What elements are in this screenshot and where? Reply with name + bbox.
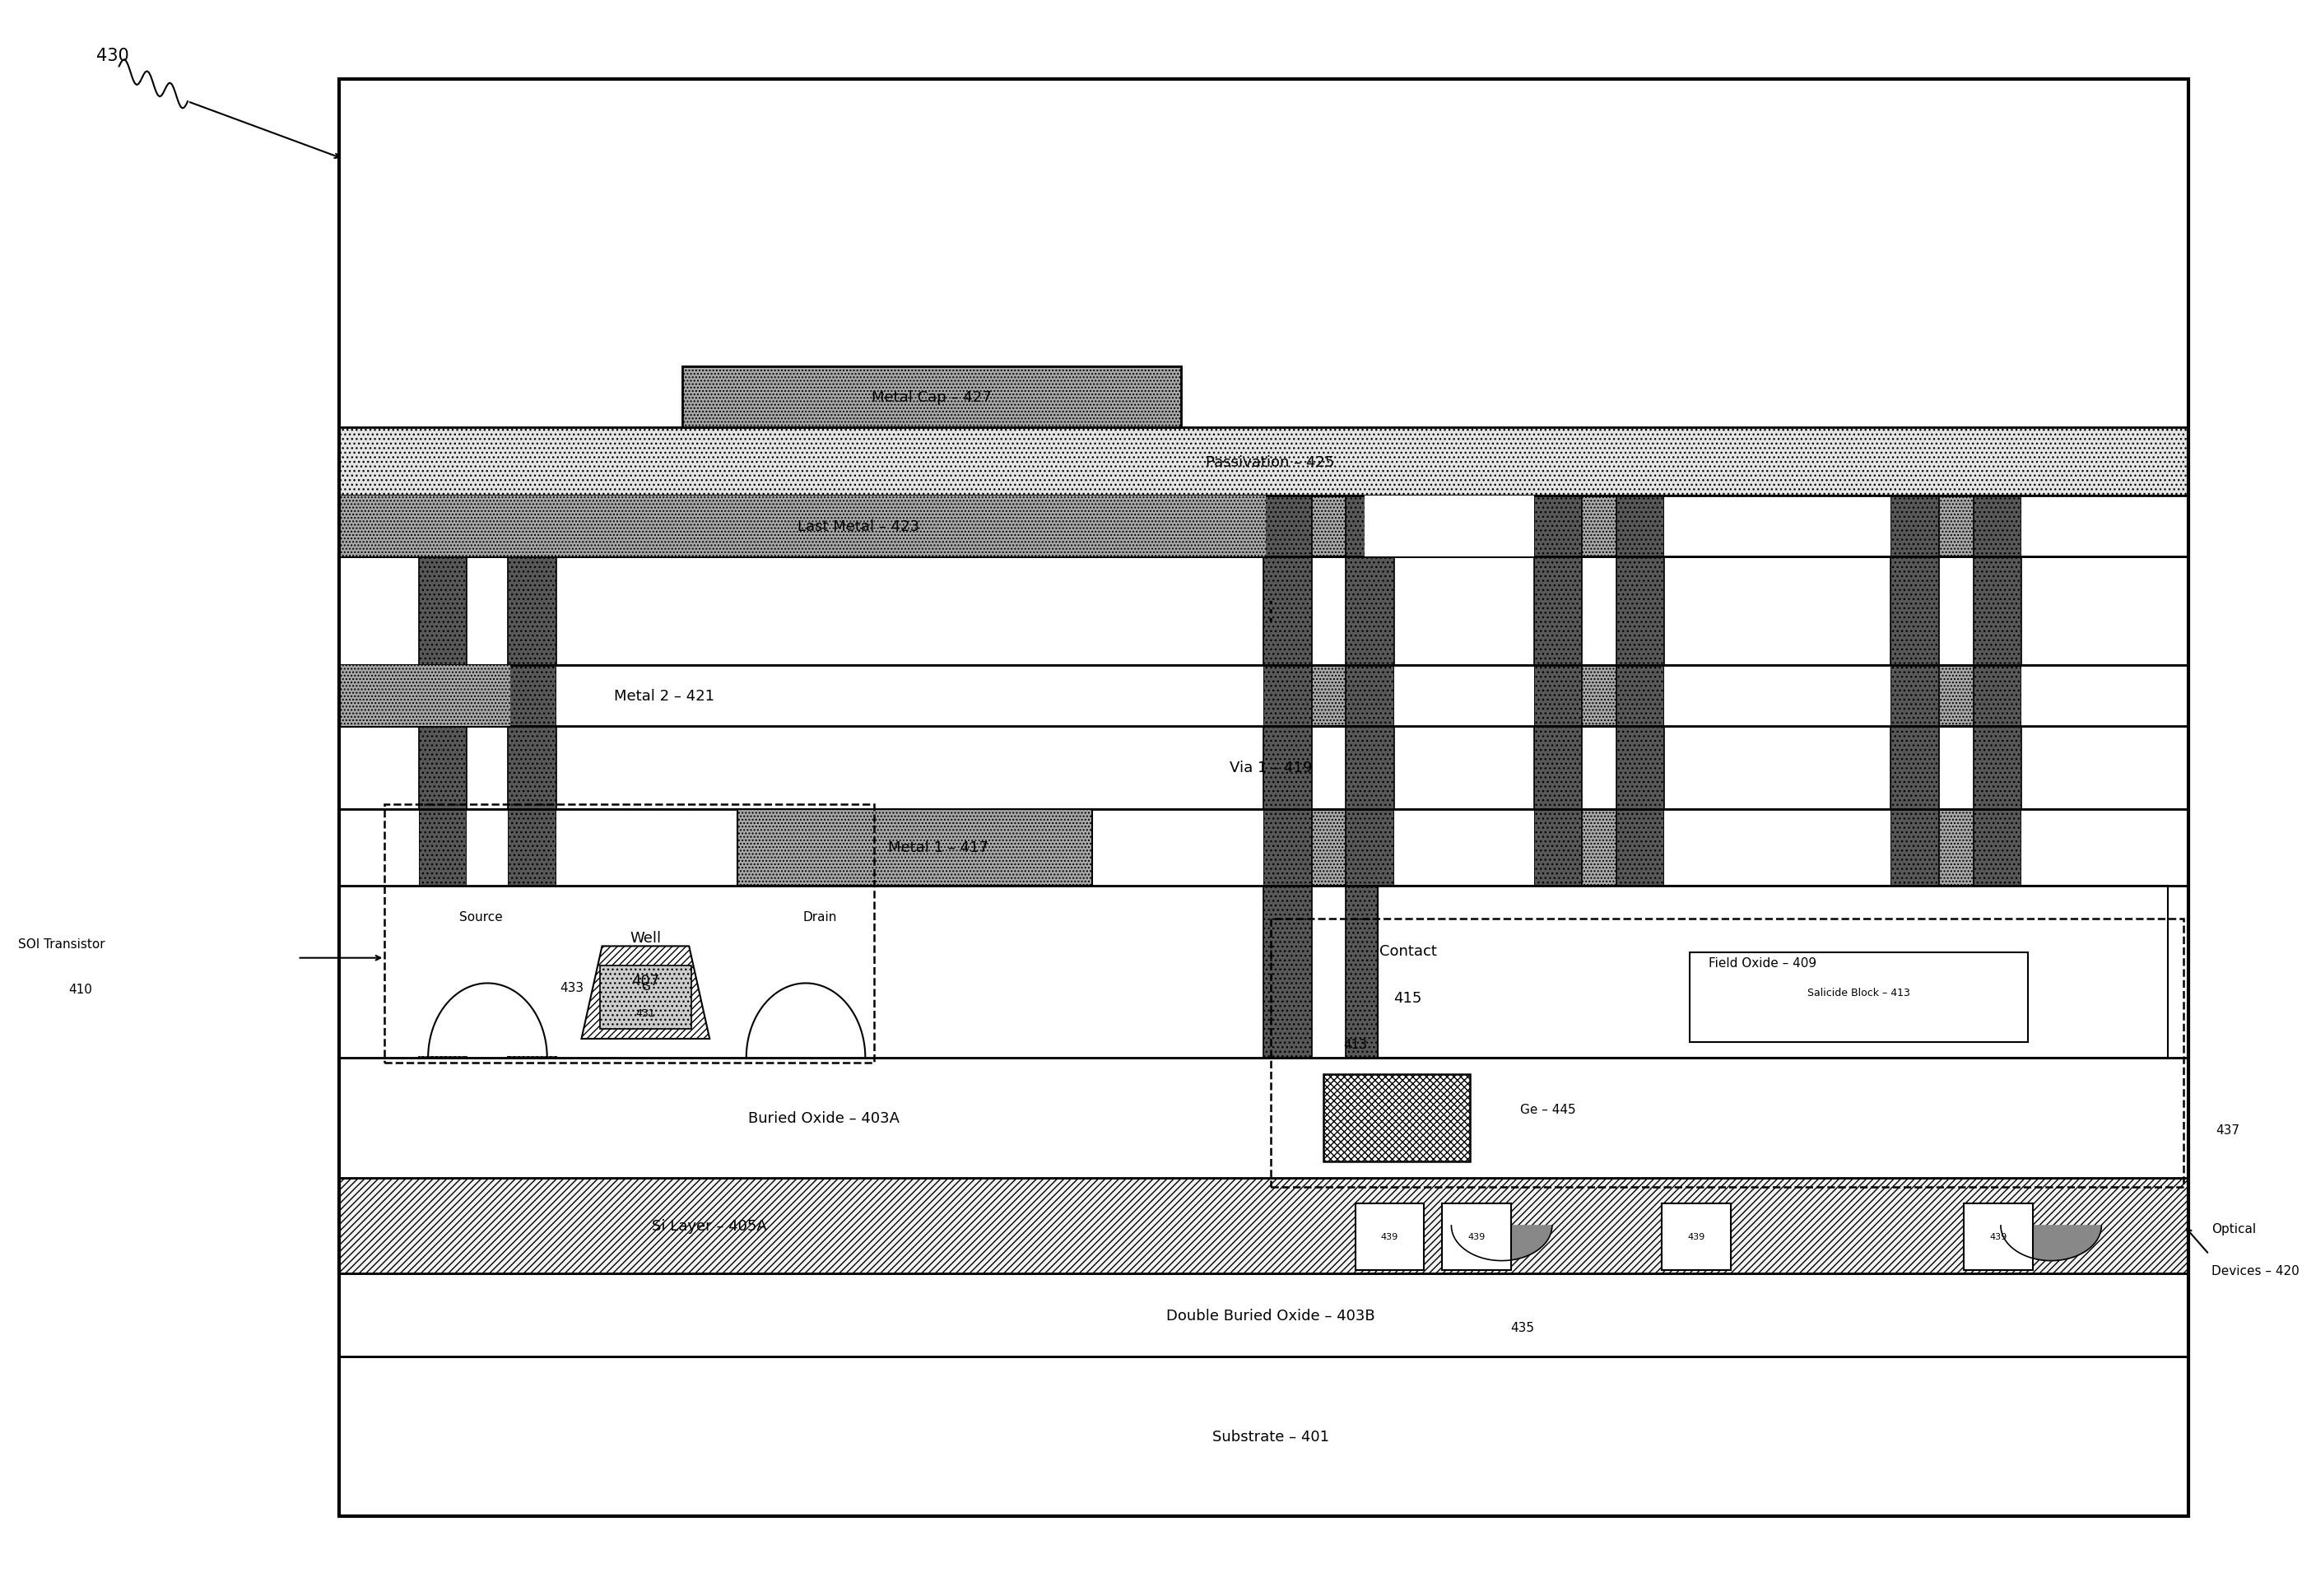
Text: Well: Well <box>630 930 662 945</box>
Text: 413: 413 <box>1343 1037 1366 1050</box>
Text: 433: 433 <box>560 982 584 994</box>
Bar <box>2022 496 2189 557</box>
Text: Last Metal – 423: Last Metal – 423 <box>797 519 919 535</box>
Text: G: G <box>642 980 651 991</box>
Bar <box>1443 1203 1510 1270</box>
Bar <box>1265 496 1311 1058</box>
Bar <box>338 496 419 557</box>
Text: 407: 407 <box>632 974 660 988</box>
Bar <box>1271 919 2184 1187</box>
Bar <box>1346 496 1394 1058</box>
Text: Ge – 445: Ge – 445 <box>1519 1103 1575 1116</box>
Text: 439: 439 <box>1688 1232 1705 1242</box>
Bar <box>338 557 2189 666</box>
Bar <box>736 809 1091 886</box>
Text: 439: 439 <box>1468 1232 1485 1242</box>
Text: 430: 430 <box>97 48 130 64</box>
Bar <box>338 1178 2189 1274</box>
Bar <box>419 496 468 1058</box>
Bar <box>1394 496 1533 557</box>
Bar <box>468 496 507 557</box>
Text: Via 1 – 419: Via 1 – 419 <box>1230 760 1311 776</box>
Bar <box>1533 496 1582 1058</box>
Bar <box>338 809 2189 886</box>
Bar <box>556 666 1265 726</box>
Text: 437: 437 <box>2216 1124 2240 1136</box>
Text: 439: 439 <box>1380 1232 1399 1242</box>
Bar <box>468 809 507 886</box>
Bar <box>1394 809 1533 886</box>
Bar <box>338 80 2189 1516</box>
Polygon shape <box>581 946 709 1039</box>
Text: 439: 439 <box>1989 1232 2008 1242</box>
Text: Double Buried Oxide – 403B: Double Buried Oxide – 403B <box>1167 1307 1376 1323</box>
Text: Metal Cap – 427: Metal Cap – 427 <box>871 389 991 405</box>
Bar <box>338 886 2189 1058</box>
Bar <box>338 1058 2189 1178</box>
Bar <box>556 809 1265 886</box>
Text: Salicide Block – 413: Salicide Block – 413 <box>1806 988 1911 998</box>
Text: ⋮: ⋮ <box>1258 600 1283 622</box>
Text: 410: 410 <box>69 983 93 996</box>
Text: Passivation – 425: Passivation – 425 <box>1207 455 1334 469</box>
Bar <box>1890 496 1938 1058</box>
Text: Source: Source <box>459 911 503 922</box>
Bar <box>1665 496 1890 557</box>
Bar <box>2022 809 2189 886</box>
Polygon shape <box>2001 1226 2101 1261</box>
Text: Metal 1 – 417: Metal 1 – 417 <box>889 839 989 855</box>
Bar <box>600 966 692 1029</box>
Bar <box>340 496 1267 557</box>
Bar <box>1355 1203 1424 1270</box>
Text: Drain: Drain <box>804 911 836 922</box>
Bar <box>338 1357 2189 1516</box>
Bar <box>1665 809 1890 886</box>
Text: Substrate – 401: Substrate – 401 <box>1211 1428 1329 1444</box>
Bar <box>338 666 419 726</box>
Text: Optical: Optical <box>2212 1223 2256 1235</box>
Bar <box>1663 1203 1730 1270</box>
Text: Contact: Contact <box>1378 943 1436 959</box>
Bar <box>338 496 2189 557</box>
Bar <box>343 887 1202 1057</box>
Bar <box>338 809 419 886</box>
Bar <box>1378 886 2168 1058</box>
Bar <box>338 809 2189 886</box>
Bar <box>1322 1074 1471 1162</box>
Bar <box>340 666 510 726</box>
Bar <box>1364 496 1533 557</box>
Text: 435: 435 <box>1510 1321 1533 1334</box>
Text: Field Oxide – 409: Field Oxide – 409 <box>1709 958 1816 969</box>
Bar <box>384 804 875 1063</box>
Bar <box>338 496 2189 557</box>
Text: 431: 431 <box>637 1009 655 1018</box>
Bar <box>2022 666 2189 726</box>
Bar <box>507 496 556 1058</box>
Bar <box>338 666 2189 726</box>
Bar <box>683 367 1181 428</box>
Bar <box>1665 666 1890 726</box>
Text: SOI Transistor: SOI Transistor <box>19 938 104 951</box>
Bar <box>338 666 2189 726</box>
Text: Metal 2 – 421: Metal 2 – 421 <box>614 688 713 704</box>
Text: 415: 415 <box>1394 991 1422 1005</box>
Bar <box>556 496 1265 557</box>
Bar <box>1688 953 2029 1042</box>
Text: Si Layer – 405A: Si Layer – 405A <box>653 1218 767 1234</box>
Text: Devices – 420: Devices – 420 <box>2212 1264 2300 1277</box>
Bar <box>1964 1203 2033 1270</box>
Bar <box>338 726 2189 809</box>
Text: Buried Oxide – 403A: Buried Oxide – 403A <box>748 1111 901 1125</box>
Bar <box>1973 496 2022 1058</box>
Bar <box>338 428 2189 496</box>
Bar <box>468 666 507 726</box>
Bar <box>1617 496 1665 1058</box>
Bar <box>1394 666 1533 726</box>
Polygon shape <box>1452 1226 1552 1261</box>
Bar <box>338 1274 2189 1357</box>
